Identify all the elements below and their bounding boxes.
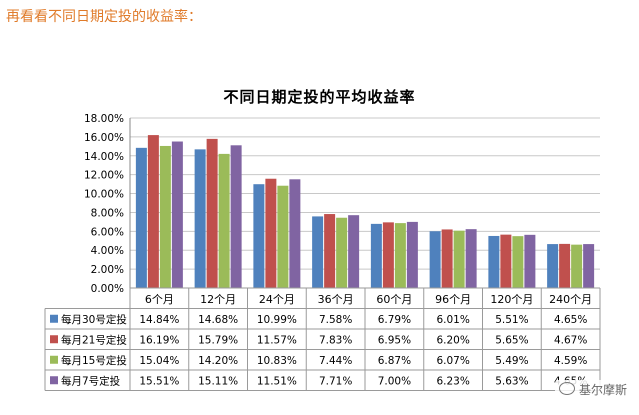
data-label: 10.83% (257, 355, 297, 367)
bar (324, 214, 336, 288)
data-label: 5.49% (495, 355, 528, 367)
intro-text: 再看看不同日期定投的收益率： (6, 9, 202, 25)
data-label: 6.20% (436, 334, 469, 346)
data-label: 5.63% (495, 375, 528, 387)
legend-label: 每月15号定投 (61, 354, 127, 367)
bar (571, 244, 583, 288)
data-label: 15.04% (139, 355, 179, 367)
data-label: 11.51% (257, 375, 297, 387)
bar (370, 223, 382, 288)
bar (277, 185, 289, 288)
data-label: 5.65% (495, 334, 528, 346)
data-label: 10.99% (257, 314, 297, 326)
x-tick-label: 120个月 (490, 293, 533, 306)
data-label: 14.68% (198, 314, 238, 326)
legend-swatch (50, 355, 58, 364)
bar (194, 149, 206, 288)
bar (218, 153, 230, 288)
legend-swatch (50, 335, 58, 344)
bar (206, 138, 218, 288)
watermark: 基尔摩斯 (554, 380, 631, 399)
x-tick-label: 96个月 (435, 293, 471, 306)
data-label: 5.51% (495, 314, 528, 326)
x-tick-label: 60个月 (376, 293, 412, 306)
bar (453, 230, 465, 288)
data-label: 4.65% (554, 314, 587, 326)
legend-label: 每月21号定投 (61, 333, 127, 346)
y-tick-label: 16.00% (84, 132, 124, 144)
legend-label: 每月30号定投 (61, 313, 127, 326)
data-label: 7.58% (319, 314, 352, 326)
y-tick-label: 10.00% (84, 189, 124, 201)
bar (147, 135, 159, 288)
data-label: 7.00% (378, 375, 411, 387)
bar (394, 223, 406, 288)
data-label: 15.51% (139, 375, 179, 387)
data-label: 15.79% (198, 334, 238, 346)
bar (135, 147, 147, 288)
legend-label: 每月7号定投 (61, 374, 121, 387)
x-tick-label: 6个月 (145, 293, 174, 306)
legend-swatch (50, 376, 58, 385)
data-label: 6.87% (378, 355, 411, 367)
x-tick-label: 36个月 (318, 293, 354, 306)
legend-swatch (50, 314, 58, 323)
bar (382, 222, 394, 288)
data-label: 11.57% (257, 334, 297, 346)
data-label: 6.01% (436, 314, 469, 326)
bar (441, 229, 453, 288)
y-tick-label: 2.00% (91, 264, 124, 276)
data-label: 14.20% (198, 355, 238, 367)
y-tick-label: 12.00% (84, 170, 124, 182)
x-tick-label: 240个月 (549, 293, 592, 306)
y-tick-label: 0.00% (91, 283, 124, 295)
y-tick-label: 8.00% (91, 207, 124, 219)
data-label: 14.84% (139, 314, 179, 326)
data-label: 6.07% (436, 355, 469, 367)
bar (488, 235, 500, 288)
data-label: 4.67% (554, 334, 587, 346)
bar (583, 244, 595, 288)
x-tick-label: 12个月 (200, 293, 236, 306)
bar (312, 216, 324, 288)
bar (289, 179, 301, 288)
data-label: 16.19% (139, 334, 179, 346)
wechat-icon (558, 382, 575, 395)
bar (406, 221, 418, 288)
data-label: 6.79% (378, 314, 411, 326)
bar (547, 244, 559, 288)
data-label: 6.23% (436, 375, 469, 387)
data-label: 15.11% (198, 375, 238, 387)
bar (524, 234, 536, 288)
data-label: 7.71% (319, 375, 352, 387)
bar (465, 229, 477, 288)
y-tick-label: 6.00% (91, 226, 124, 238)
data-label: 7.44% (319, 355, 352, 367)
bar (159, 145, 171, 288)
bar (500, 234, 512, 288)
watermark-text: 基尔摩斯 (578, 383, 627, 397)
bar (171, 141, 183, 288)
y-tick-label: 14.00% (84, 151, 124, 163)
bar (265, 178, 277, 288)
bar (429, 231, 441, 288)
x-tick-label: 24个月 (259, 293, 295, 306)
bar (230, 145, 242, 288)
bar (559, 243, 571, 288)
y-tick-label: 18.00% (84, 113, 124, 125)
data-label: 6.95% (378, 334, 411, 346)
bar (512, 236, 524, 288)
bar (336, 217, 348, 288)
bar (348, 215, 360, 288)
chart-title: 不同日期定投的平均收益率 (223, 88, 416, 106)
y-tick-label: 4.00% (91, 245, 124, 257)
data-label: 4.59% (554, 355, 587, 367)
data-label: 7.83% (319, 334, 352, 346)
bar (253, 184, 265, 288)
